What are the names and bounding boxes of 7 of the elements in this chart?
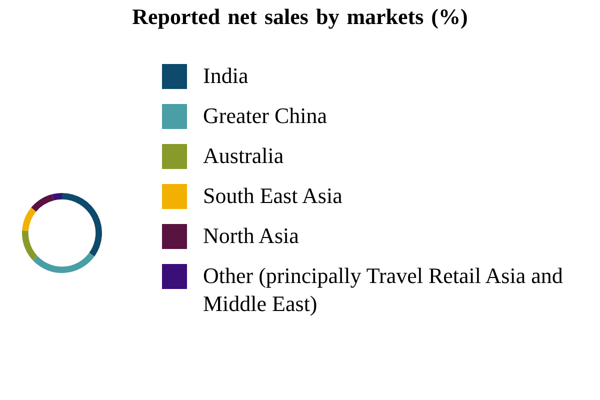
legend-label: Greater China	[203, 102, 327, 130]
legend-label: Other (principally Travel Retail Asia and Middle East)	[203, 262, 564, 318]
legend-label: India	[203, 62, 248, 90]
legend-label: North Asia	[203, 222, 299, 250]
legend-label: South East Asia	[203, 182, 342, 210]
legend-label: Australia	[203, 142, 284, 170]
chart-title: Reported net sales by markets (%)	[131, 4, 469, 30]
